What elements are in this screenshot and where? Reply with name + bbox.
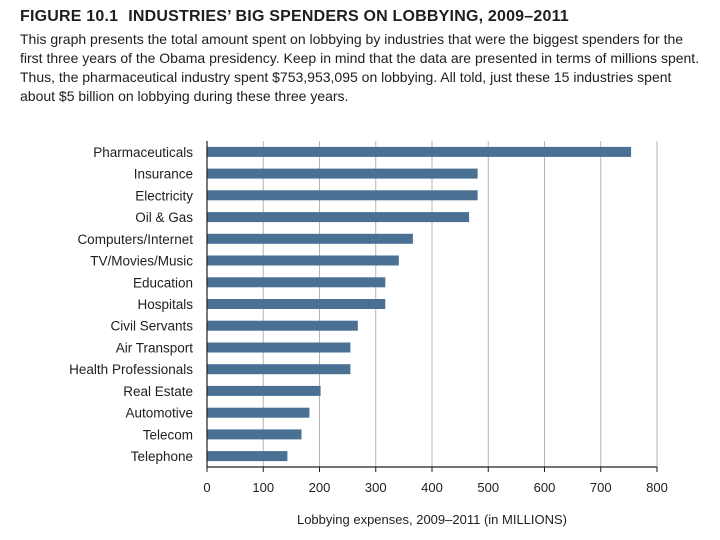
x-tick-label-100: 100 [252, 480, 274, 495]
category-label-health-professionals: Health Professionals [69, 362, 193, 377]
category-label-telecom: Telecom [143, 427, 193, 442]
bar-oil-gas [207, 212, 470, 223]
figure-label: FIGURE 10.1 [20, 8, 119, 25]
category-label-civil-servants: Civil Servants [110, 319, 193, 334]
category-label-real-estate: Real Estate [123, 384, 193, 399]
category-label-air-transport: Air Transport [116, 341, 194, 356]
figure-header: FIGURE 10.1 INDUSTRIES’ BIG SPENDERS ON L… [20, 6, 710, 106]
bar-hospitals [207, 299, 386, 309]
bar-pharmaceuticals [207, 146, 632, 157]
category-label-education: Education [133, 275, 193, 290]
bar-electricity [207, 190, 478, 201]
category-label-electricity: Electricity [135, 188, 193, 203]
bar-automotive [207, 407, 310, 418]
x-tick-label-400: 400 [421, 480, 443, 495]
bar-education [207, 277, 386, 288]
bar-telecom [207, 429, 302, 440]
x-tick-label-0: 0 [203, 480, 210, 495]
x-tick-label-600: 600 [534, 480, 556, 495]
bar-telephone [207, 451, 288, 462]
bar-health-professionals [207, 364, 351, 375]
category-label-insurance: Insurance [134, 167, 193, 182]
x-tick-label-700: 700 [590, 480, 612, 495]
bar-computers-internet [207, 233, 413, 244]
bar-civil-servants [207, 320, 358, 331]
category-label-hospitals: Hospitals [137, 297, 193, 312]
x-tick-label-300: 300 [365, 480, 387, 495]
x-tick-label-800: 800 [646, 480, 668, 495]
bar-real-estate [207, 385, 321, 396]
x-tick-label-200: 200 [309, 480, 331, 495]
bar-insurance [207, 168, 478, 179]
figure-title: FIGURE 10.1 INDUSTRIES’ BIG SPENDERS ON L… [20, 6, 710, 28]
bar-tv-movies-music [207, 255, 399, 266]
category-label-telephone: Telephone [131, 449, 193, 464]
figure-caption: This graph presents the total amount spe… [20, 31, 700, 104]
category-label-automotive: Automotive [125, 406, 193, 421]
category-label-pharmaceuticals: Pharmaceuticals [93, 145, 193, 160]
category-label-computers-internet: Computers/Internet [77, 232, 193, 247]
category-label-oil-gas: Oil & Gas [135, 210, 193, 225]
figure-title-text: INDUSTRIES’ BIG SPENDERS ON LOBBYING, 20… [128, 8, 569, 25]
x-tick-label-500: 500 [477, 480, 499, 495]
category-label-tv-movies-music: TV/Movies/Music [90, 254, 193, 269]
x-axis-title: Lobbying expenses, 2009–2011 (in MILLION… [297, 512, 567, 527]
bar-air-transport [207, 342, 351, 353]
